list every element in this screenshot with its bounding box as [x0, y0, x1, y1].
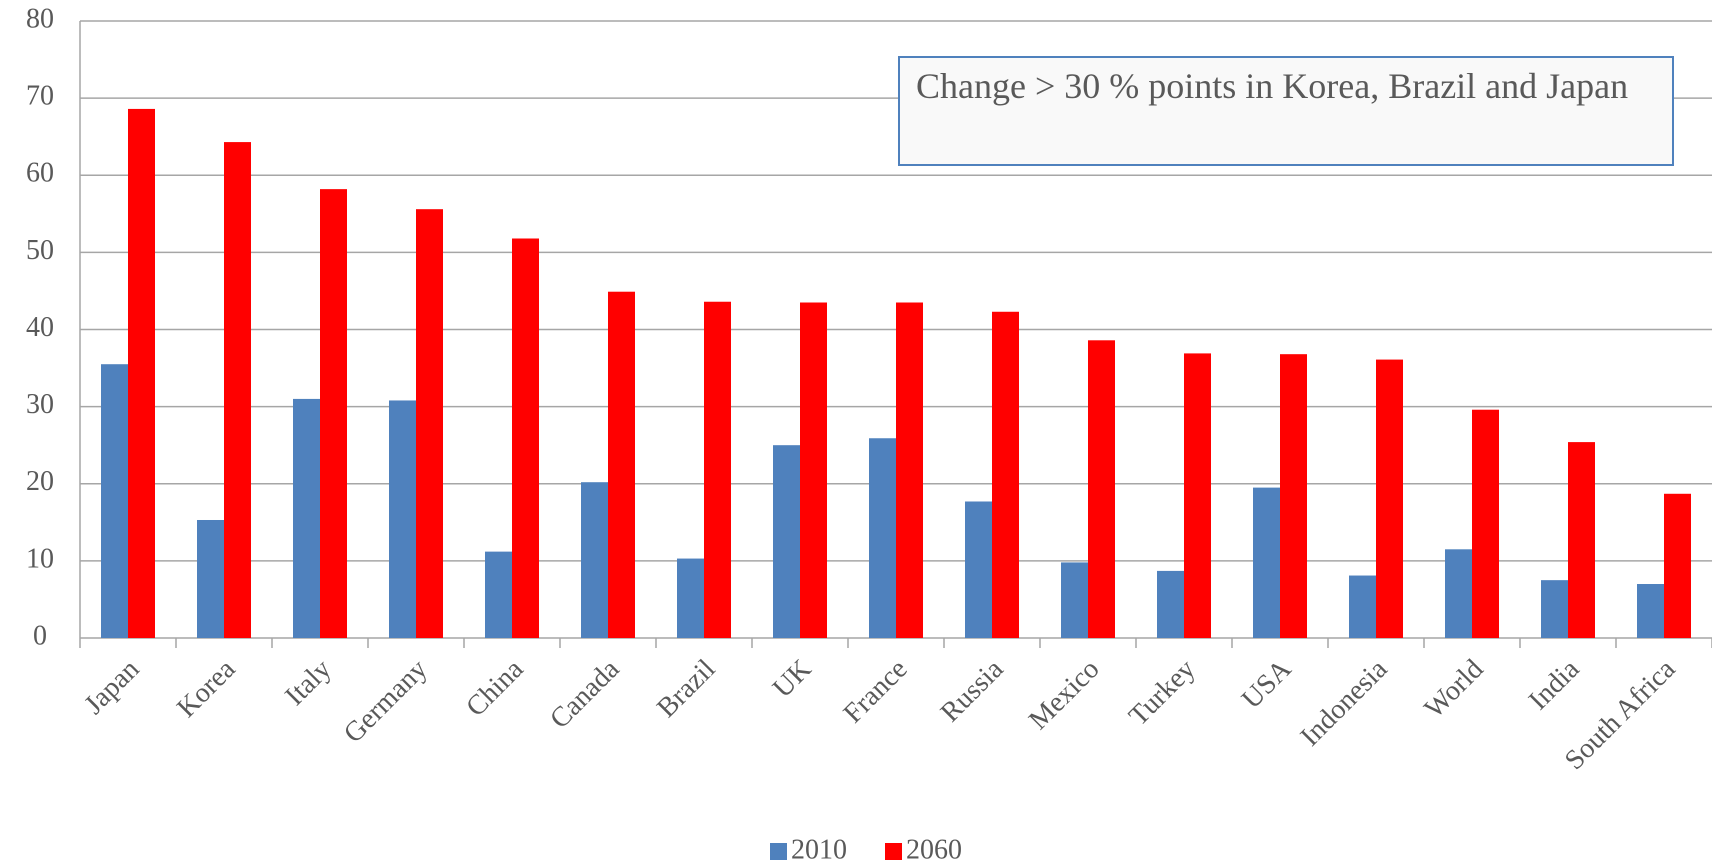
- bar: [1376, 359, 1403, 638]
- x-tick-label: Brazil: [651, 653, 721, 723]
- bar: [485, 551, 512, 638]
- x-tick-label: Korea: [171, 653, 242, 724]
- x-tick-label: France: [838, 654, 914, 730]
- bar: [1445, 549, 1472, 638]
- bar: [197, 519, 224, 638]
- bar: [1184, 353, 1211, 638]
- y-tick-label: 30: [26, 389, 54, 420]
- x-tick-label: China: [460, 653, 530, 723]
- bar: [869, 438, 896, 638]
- bar: [1664, 493, 1691, 638]
- x-tick-label: Russia: [935, 653, 1010, 728]
- bar: [965, 501, 992, 638]
- y-tick-label: 70: [26, 81, 54, 112]
- bar: [320, 189, 347, 638]
- legend-swatch: [770, 843, 787, 860]
- x-tick-label: UK: [767, 654, 818, 705]
- bar: [896, 302, 923, 638]
- bar: [1280, 354, 1307, 638]
- bar: [1349, 575, 1376, 638]
- bar: [992, 311, 1019, 638]
- y-tick-label: 80: [26, 3, 54, 34]
- x-tick-label: Germany: [338, 654, 434, 750]
- y-tick-label: 20: [26, 466, 54, 497]
- y-tick-label: 0: [33, 620, 47, 651]
- x-tick-label: Mexico: [1023, 654, 1105, 736]
- bar: [1637, 584, 1664, 638]
- bar: [1157, 570, 1184, 638]
- bar: [800, 302, 827, 638]
- bar: [581, 482, 608, 638]
- bar: [704, 301, 731, 638]
- bar: [1253, 487, 1280, 638]
- legend-label: 2060: [906, 834, 962, 865]
- bar: [773, 445, 800, 638]
- bar: [128, 108, 155, 639]
- x-tick-label: Japan: [78, 654, 145, 721]
- y-tick-label: 10: [26, 543, 54, 574]
- bar: [512, 238, 539, 638]
- annotation: Change > 30 % points in Korea, Brazil an…: [898, 56, 1674, 166]
- bar: [1472, 409, 1499, 638]
- bar: [293, 398, 320, 638]
- x-tick-label: USA: [1236, 653, 1298, 715]
- y-tick-label: 50: [26, 235, 54, 266]
- bar: [677, 558, 704, 638]
- legend-swatch: [885, 843, 902, 860]
- bar: [1541, 580, 1568, 638]
- x-tick-label: Italy: [279, 654, 337, 712]
- bar: [1061, 562, 1088, 638]
- bar: [1568, 442, 1595, 638]
- x-tick-label: Turkey: [1123, 654, 1201, 732]
- bar: [101, 364, 128, 638]
- x-tick-label: Canada: [544, 653, 626, 735]
- bar: [416, 209, 443, 638]
- x-tick-label: World: [1419, 654, 1490, 725]
- bar: [224, 142, 251, 638]
- bar: [608, 291, 635, 638]
- y-tick-label: 40: [26, 312, 54, 343]
- bar: [389, 400, 416, 638]
- x-tick-label: Indonesia: [1295, 653, 1394, 752]
- y-tick-label: 60: [26, 158, 54, 189]
- legend-label: 2010: [791, 834, 847, 865]
- bar: [1088, 340, 1115, 638]
- x-tick-label: India: [1523, 653, 1586, 716]
